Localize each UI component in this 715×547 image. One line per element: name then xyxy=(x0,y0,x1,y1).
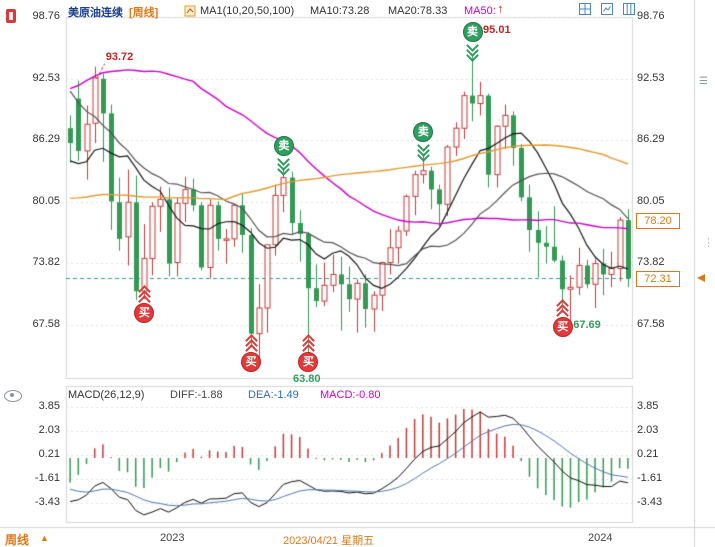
ma-group-label[interactable]: MA1(10,20,50,100) xyxy=(200,5,295,17)
price-note: 63.80 xyxy=(292,373,321,385)
macd-axis-label-left: -3.43 xyxy=(34,496,60,509)
chart-type-icon[interactable] xyxy=(600,2,614,16)
price-axis-label-right: 86.29 xyxy=(637,133,665,146)
macd-macd-value: MACD:-0.80 xyxy=(320,389,381,401)
right-panel-more-icon[interactable]: ⋮ xyxy=(703,237,714,249)
price-note: 67.69 xyxy=(573,318,601,331)
macd-axis-label-left: 0.21 xyxy=(38,448,60,461)
buy-signal-marker: 买 xyxy=(241,351,262,372)
multi-window-icon[interactable] xyxy=(578,2,592,16)
macd-axis-label-left: -1.61 xyxy=(34,472,60,485)
buy-signal-marker: 买 xyxy=(134,303,155,324)
buy-signal-marker: 买 xyxy=(298,352,319,372)
x-axis-year-2023: 2023 xyxy=(160,532,185,544)
x-axis-year-2024: 2024 xyxy=(588,532,613,544)
ma10-value: MA10:73.28 xyxy=(310,5,370,17)
macd-axis-label-right: 0.21 xyxy=(637,448,659,461)
macd-dea-value: DEA:-1.49 xyxy=(248,389,299,401)
footer-period-label[interactable]: 周线 xyxy=(5,533,30,547)
macd-axis-label-left: 2.03 xyxy=(38,424,60,437)
indicator-visibility-eye-icon[interactable] xyxy=(4,390,22,402)
right-panel-menu-icon[interactable]: ☰ xyxy=(699,76,708,87)
symbol-title: 美原油连续 xyxy=(68,7,123,19)
price-axis-label-right: 67.58 xyxy=(637,317,665,330)
period-tag[interactable]: [周线] xyxy=(129,7,159,19)
period-up-arrow-icon[interactable]: ▲ xyxy=(40,533,49,543)
selected-date-label: 2023/04/21 星期五 xyxy=(283,535,375,547)
price-axis-label-right: 73.82 xyxy=(637,256,665,269)
price-pointer-icon xyxy=(697,274,705,283)
price-high-annotation: 93.72 xyxy=(105,50,134,63)
macd-axis-label-right: -3.43 xyxy=(637,496,663,509)
macd-axis-label-right: 3.85 xyxy=(637,400,659,413)
price-badge-upper: 78.20 xyxy=(636,213,680,230)
price-axis-label-right: 98.76 xyxy=(637,10,665,22)
price-axis-label-right: 92.53 xyxy=(637,71,665,84)
sell-signal-marker: 卖 xyxy=(273,135,294,156)
macd-axis-label-right: 2.03 xyxy=(637,424,659,437)
buy-signal-marker: 买 xyxy=(552,316,573,337)
price-badge-lower: 72.31 xyxy=(636,271,680,288)
price-axis-label-left: 67.58 xyxy=(32,317,60,330)
price-axis-label-left: 92.53 xyxy=(32,71,60,84)
ma20-value: MA20:78.33 xyxy=(388,5,448,17)
price-axis-label-left: 86.29 xyxy=(32,133,60,146)
ma50-value: MA50: xyxy=(464,5,496,17)
macd-axis-label-right: -1.61 xyxy=(637,472,663,485)
price-axis-label-right: 80.05 xyxy=(637,194,665,207)
app-logo-icon[interactable] xyxy=(6,9,16,23)
trend-up-arrow-icon: ↑ xyxy=(497,1,504,16)
macd-label[interactable]: MACD(26,12,9) xyxy=(68,389,145,401)
sell-signal-marker: 卖 xyxy=(462,22,483,43)
macd-diff-value: DIFF:-1.88 xyxy=(170,389,223,401)
price-note: 95.01 xyxy=(483,24,511,37)
macd-axis-label-left: 3.85 xyxy=(38,400,60,413)
price-axis-label-left: 73.82 xyxy=(32,256,60,269)
price-axis-label-left: 80.05 xyxy=(32,194,60,207)
indicator-settings-icon[interactable] xyxy=(184,4,198,18)
price-axis-label-left: 98.76 xyxy=(32,10,60,22)
sell-signal-marker: 卖 xyxy=(413,121,434,142)
split-view-icon[interactable] xyxy=(622,2,636,16)
